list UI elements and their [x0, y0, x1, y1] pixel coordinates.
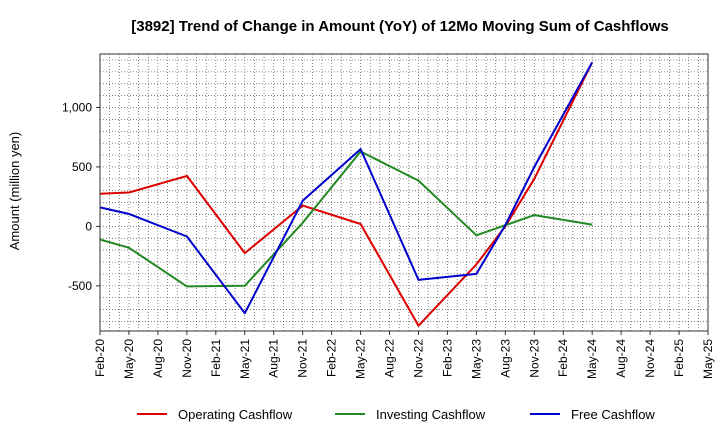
x-tick-label: Nov-20	[180, 339, 194, 378]
x-tick-label: Aug-20	[151, 339, 165, 378]
x-tick-label: Feb-22	[325, 339, 339, 377]
x-tick-label: Feb-20	[93, 339, 107, 377]
x-tick-label: Feb-23	[440, 339, 454, 377]
x-tick-label: Feb-24	[556, 339, 570, 377]
x-tick-label: Feb-25	[672, 339, 686, 377]
x-tick-label: Aug-23	[498, 339, 512, 378]
legend: Operating Cashflow Investing Cashflow Free…	[137, 407, 655, 422]
y-axis-label: Amount (million yen)	[7, 132, 22, 251]
x-tick-label: Aug-21	[267, 339, 281, 378]
series-line-operating-cashflow	[99, 61, 594, 327]
axis-ticks: -500 0 500 1,000 Feb-20 May-20 Aug-20 Nov-20 Feb…	[62, 100, 715, 379]
series-line-free-cashflow	[99, 61, 594, 315]
legend-label-investing-cashflow: Investing Cashflow	[376, 407, 486, 422]
plot-frame	[99, 53, 709, 332]
series-lines	[99, 61, 594, 327]
legend-label-operating-cashflow: Operating Cashflow	[178, 407, 293, 422]
x-tick-label: May-24	[585, 339, 599, 379]
grid	[100, 54, 708, 331]
chart-title: [3892] Trend of Change in Amount (YoY) o…	[131, 18, 669, 35]
x-tick-label: May-21	[238, 339, 252, 379]
x-tick-label: Nov-21	[296, 339, 310, 378]
x-tick-label: Aug-24	[614, 339, 628, 378]
y-tick-label: 500	[72, 160, 92, 174]
x-tick-label: Nov-23	[527, 339, 541, 378]
y-tick-label: -500	[68, 279, 92, 293]
x-tick-label: Nov-22	[411, 339, 425, 378]
x-tick-label: May-23	[469, 339, 483, 379]
x-tick-label: Feb-21	[209, 339, 223, 377]
x-tick-label: Nov-24	[643, 339, 657, 378]
y-tick-label: 1,000	[62, 100, 92, 114]
x-tick-label: May-22	[354, 339, 368, 379]
x-tick-label: May-20	[122, 339, 136, 379]
x-tick-label: May-25	[701, 339, 715, 379]
y-tick-label: 0	[85, 219, 92, 233]
legend-label-free-cashflow: Free Cashflow	[571, 407, 655, 422]
x-tick-label: Aug-22	[383, 339, 397, 378]
